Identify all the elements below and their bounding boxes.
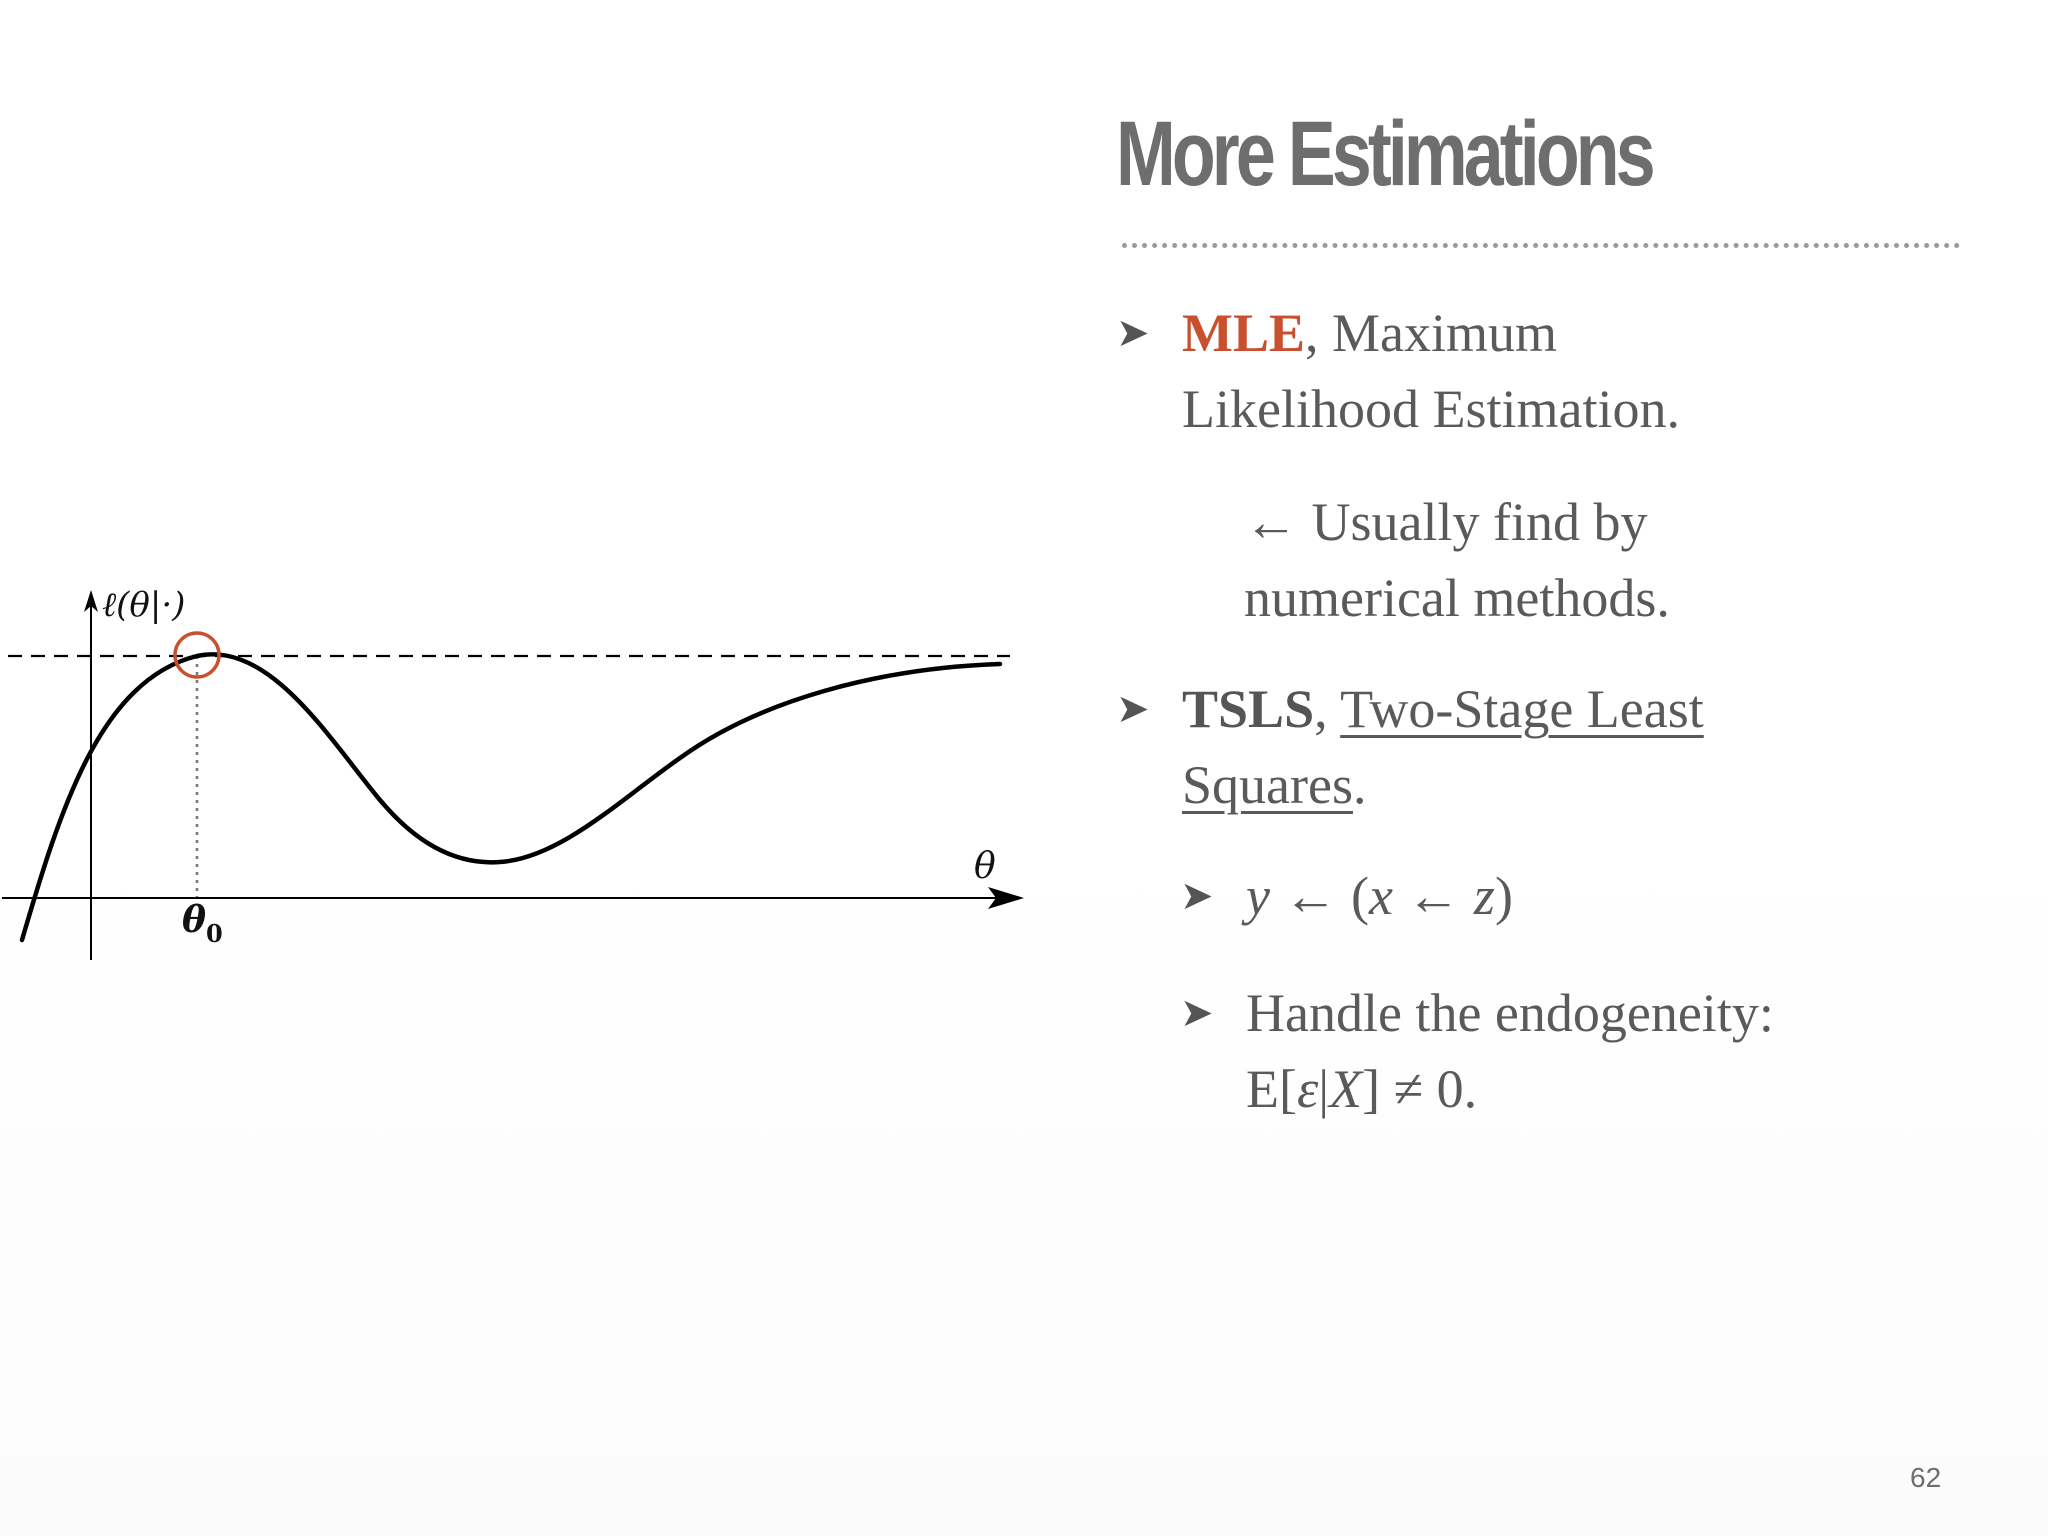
theta0-subscript: 0: [206, 919, 223, 948]
close-paren: ): [1494, 866, 1513, 926]
theta0-symbol: θ: [182, 899, 206, 941]
expectation-close: ] ≠ 0.: [1362, 1059, 1478, 1119]
page-number: 62: [1910, 1462, 1942, 1493]
expectation-open: E[: [1246, 1059, 1297, 1119]
left-arrow-icon: ←: [1244, 492, 1298, 552]
epsilon: ε: [1296, 1059, 1319, 1119]
bullet-mle: ➤ MLE, Maximum Likelihood Estimation.: [1116, 295, 1782, 447]
bullet-arrow-icon: ➤: [1180, 990, 1214, 1036]
bullet-arrow-icon: ➤: [1116, 310, 1150, 356]
var-z: z: [1473, 866, 1495, 926]
var-X: X: [1329, 1059, 1363, 1119]
arrow-part-2: ←: [1392, 866, 1474, 926]
conditional-bar: |: [1318, 1059, 1330, 1119]
tsls-sub-bullet-endogeneity: ➤ Handle the endogeneity: E[ε|X] ≠ 0.: [1180, 975, 1886, 1127]
mle-description: Maximum Likelihood Estimation.: [1182, 303, 1680, 439]
x-axis-label: θ: [974, 846, 996, 887]
tsls-comma: ,: [1314, 679, 1341, 739]
tsls-link[interactable]: Two-Stage Least Squares: [1182, 679, 1704, 815]
endogeneity-text: Handle the endogeneity:: [1246, 983, 1774, 1043]
mle-term: MLE: [1182, 303, 1306, 363]
tsls-end: .: [1352, 755, 1367, 815]
bullet-arrow-icon: ➤: [1116, 686, 1150, 732]
bullet-arrow-icon: ➤: [1180, 873, 1214, 919]
mle-note-text: Usually find by numerical methods.: [1244, 492, 1670, 628]
arrow-part-1: ← (: [1269, 866, 1369, 926]
likelihood-curve: [19, 652, 1003, 943]
x-axis-arrowhead: [988, 887, 1024, 909]
slide-title: More Estimations: [1116, 103, 1656, 205]
mle-comma: ,: [1305, 303, 1319, 363]
y-axis-arrowhead: [84, 590, 98, 612]
maximum-highlight-circle: [173, 631, 221, 679]
tsls-sub-bullet-causal-chain: ➤ y ← (x ← z): [1180, 858, 1806, 934]
tsls-term: TSLS: [1182, 679, 1315, 739]
likelihood-figure: ℓ(θ|·) θ θ0: [2, 585, 1024, 960]
var-x: x: [1368, 866, 1393, 926]
var-y: y: [1246, 866, 1270, 926]
mle-note: ← Usually find by numerical methods.: [1244, 484, 1804, 636]
y-axis-label: ℓ(θ|·): [102, 585, 185, 625]
bullet-tsls: ➤ TSLS, Two-Stage Least Squares.: [1116, 671, 1802, 823]
theta0-label: θ0: [182, 899, 223, 948]
title-dotted-divider: [1122, 243, 1960, 248]
